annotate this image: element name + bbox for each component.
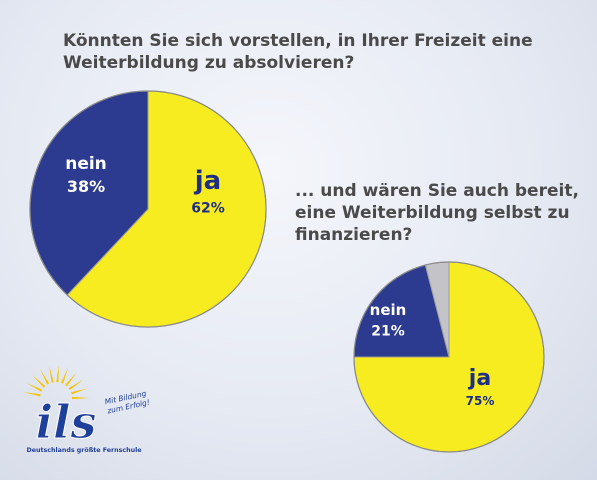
sun-ray xyxy=(65,372,77,387)
sun-rays-icon xyxy=(23,365,89,400)
sun-ray xyxy=(40,369,50,385)
pie-1-outline xyxy=(29,90,267,328)
pie-2-label-ja: ja xyxy=(468,366,491,391)
sun-ray xyxy=(68,379,84,391)
chart-2-title: ... und wären Sie auch bereit, eine Weit… xyxy=(295,180,595,246)
pie-1-label-nein: nein xyxy=(65,154,107,174)
ils-logo: Mit Bildung zum Erfolg! ils Deutschlands… xyxy=(23,365,151,454)
sun-ray xyxy=(60,367,69,384)
chart-2-title-line-3: finanzieren? xyxy=(295,225,413,246)
logo-slogan: Deutschlands größte Fernschule xyxy=(26,447,141,454)
sun-ray xyxy=(32,375,46,388)
pie-chart-2: ja 75% nein 21% xyxy=(353,261,545,453)
pie-2-value-ja: 75% xyxy=(466,394,495,408)
pie-2-label-nein: nein xyxy=(370,301,407,319)
sun-ray xyxy=(56,365,59,383)
chart-2-title-line-2: eine Weiterbildung selbst zu xyxy=(295,203,570,224)
logo-wordmark: ils xyxy=(36,395,97,449)
sun-ray xyxy=(71,396,89,400)
pie-2-outline xyxy=(353,261,545,453)
sun-ray xyxy=(23,392,41,397)
sun-ray xyxy=(49,365,54,383)
pie-1-value-nein: 38% xyxy=(67,177,105,196)
pie-2-value-nein: 21% xyxy=(371,323,405,339)
chart-2-title-line-1: ... und wären Sie auch bereit, xyxy=(295,181,579,201)
pie-1-value-ja: 62% xyxy=(191,200,225,216)
pie-chart-1: ja 62% nein 38% xyxy=(29,90,267,328)
chart-1-title: Könnten Sie sich vorstellen, in Ihrer Fr… xyxy=(63,31,533,74)
sun-ray xyxy=(26,383,43,392)
sun-ray xyxy=(70,388,88,395)
pie-1-label-ja: ja xyxy=(194,166,221,196)
